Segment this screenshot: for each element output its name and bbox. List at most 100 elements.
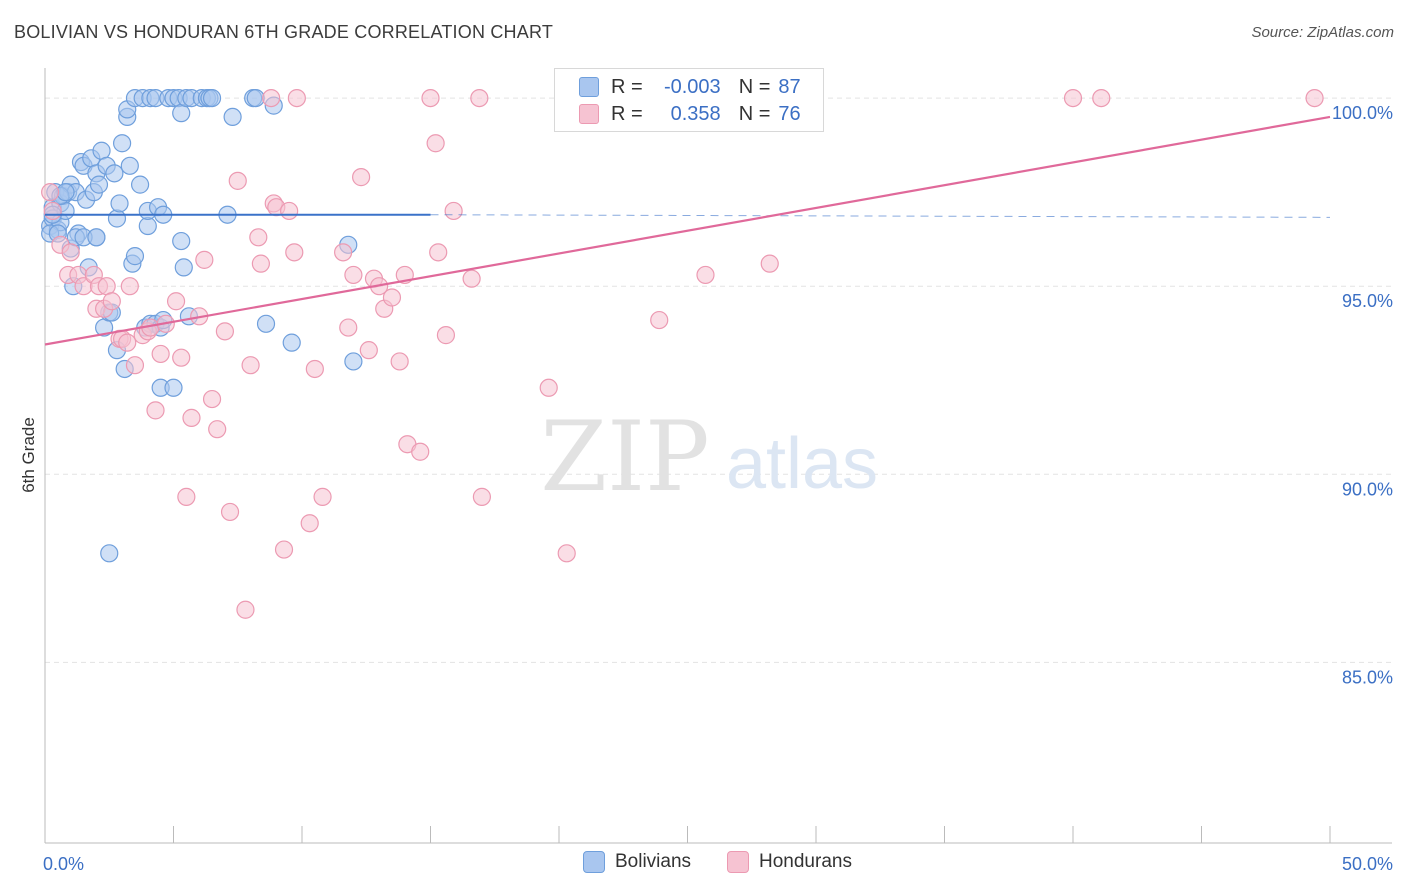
source-label: Source: ZipAtlas.com: [1251, 24, 1394, 41]
honduran-point: [382, 288, 402, 307]
grid-lines: [45, 97, 1392, 663]
honduran-point: [334, 243, 353, 262]
honduran-point: [421, 88, 440, 108]
bolivian-point: [92, 141, 111, 160]
honduran-point: [313, 487, 332, 506]
y-tick-label: 95.0%: [1342, 291, 1393, 311]
x-tick-label: 0.0%: [43, 854, 84, 874]
honduran-point: [462, 269, 481, 288]
tick-labels: 100.0% 95.0% 90.0% 85.0% 0.0% 50.0%: [43, 103, 1393, 874]
honduran-point: [470, 88, 489, 108]
honduran-point: [287, 88, 306, 108]
legend-swatch-blue: [579, 77, 599, 97]
bolivian-point: [246, 88, 265, 108]
legend-n-label: N =: [738, 75, 771, 98]
series-label-bolivians: Bolivians: [615, 851, 692, 872]
honduran-point: [151, 344, 170, 364]
bolivians-points: [41, 88, 363, 563]
bolivian-point: [256, 314, 276, 333]
honduran-point: [262, 88, 281, 108]
honduran-point: [472, 487, 491, 506]
bolivian-point: [223, 107, 242, 127]
honduran-point: [249, 228, 268, 247]
bolivian-point: [87, 228, 106, 247]
x-tick-label: 50.0%: [1342, 854, 1393, 874]
honduran-point: [146, 401, 165, 420]
series-legend-bolivians[interactable]: Bolivians: [583, 851, 691, 873]
honduran-point: [426, 134, 445, 153]
stats-legend: R = -0.003 N = 87 R = 0.358 N = 76: [554, 68, 824, 132]
bolivian-point: [110, 194, 129, 213]
legend-n-value: 76: [778, 102, 801, 125]
bolivian-point: [344, 352, 363, 371]
honduran-point: [172, 348, 191, 367]
bolivian-point: [100, 544, 119, 563]
honduran-point: [220, 502, 240, 522]
honduran-point: [650, 310, 669, 330]
honduran-point: [557, 544, 576, 563]
series-swatch-pink: [727, 851, 749, 873]
honduran-point: [118, 333, 137, 352]
honduran-point: [97, 277, 116, 296]
hondurans-trend-line: [44, 115, 1331, 346]
honduran-point: [241, 356, 260, 375]
honduran-point: [228, 171, 247, 190]
series-label-hondurans: Hondurans: [759, 851, 852, 872]
legend-r-label: R =: [611, 75, 643, 98]
honduran-point: [102, 292, 121, 311]
honduran-point: [195, 250, 214, 269]
axes: [44, 68, 1392, 844]
honduran-point: [251, 254, 270, 273]
bolivian-point: [107, 209, 127, 228]
watermark-atlas: atlas: [726, 424, 878, 504]
y-tick-label: 90.0%: [1342, 479, 1393, 499]
bolivian-point: [282, 333, 301, 352]
honduran-point: [300, 514, 319, 533]
chart-title: BOLIVIAN VS HONDURAN 6TH GRADE CORRELATI…: [14, 22, 554, 42]
honduran-point: [177, 487, 196, 506]
honduran-point: [120, 277, 139, 296]
hondurans-points: [41, 88, 1324, 619]
bolivian-point: [120, 156, 139, 175]
bolivian-point: [174, 258, 193, 277]
series-swatch-blue: [583, 851, 605, 873]
honduran-point: [166, 292, 186, 311]
series-legend: Bolivians Hondurans: [0, 851, 1406, 879]
legend-n-label: N =: [738, 102, 771, 125]
bolivian-point: [112, 134, 132, 153]
honduran-point: [215, 322, 234, 341]
honduran-point: [274, 540, 294, 559]
honduran-point: [444, 201, 463, 221]
bolivians-trend-extension: [430, 214, 1331, 218]
bolivian-point: [172, 231, 191, 251]
honduran-point: [305, 359, 324, 379]
honduran-point: [1305, 88, 1324, 108]
honduran-point: [236, 600, 255, 619]
honduran-point: [125, 356, 145, 375]
honduran-point: [760, 254, 779, 273]
honduran-point: [539, 378, 558, 397]
bolivian-point: [164, 378, 183, 397]
trend-lines: [44, 115, 1331, 346]
honduran-point: [285, 243, 304, 262]
honduran-point: [696, 265, 715, 285]
bolivian-point: [105, 164, 124, 183]
legend-r-value: -0.003: [663, 75, 721, 98]
watermark: ZIP atlas: [540, 401, 878, 513]
y-tick-label: 85.0%: [1342, 667, 1393, 687]
honduran-point: [1092, 88, 1111, 108]
series-legend-hondurans[interactable]: Hondurans: [727, 851, 852, 873]
honduran-point: [280, 201, 299, 221]
bolivian-point: [125, 247, 145, 266]
y-axis-label: 6th Grade: [19, 417, 38, 493]
bolivian-point: [130, 175, 150, 194]
honduran-point: [202, 389, 222, 409]
honduran-point: [1063, 88, 1083, 108]
honduran-point: [429, 243, 448, 262]
legend-row-bolivians: R = -0.003 N = 87: [579, 74, 801, 100]
honduran-point: [41, 183, 60, 202]
honduran-point: [43, 201, 62, 221]
honduran-point: [344, 265, 363, 285]
honduran-point: [359, 341, 378, 360]
